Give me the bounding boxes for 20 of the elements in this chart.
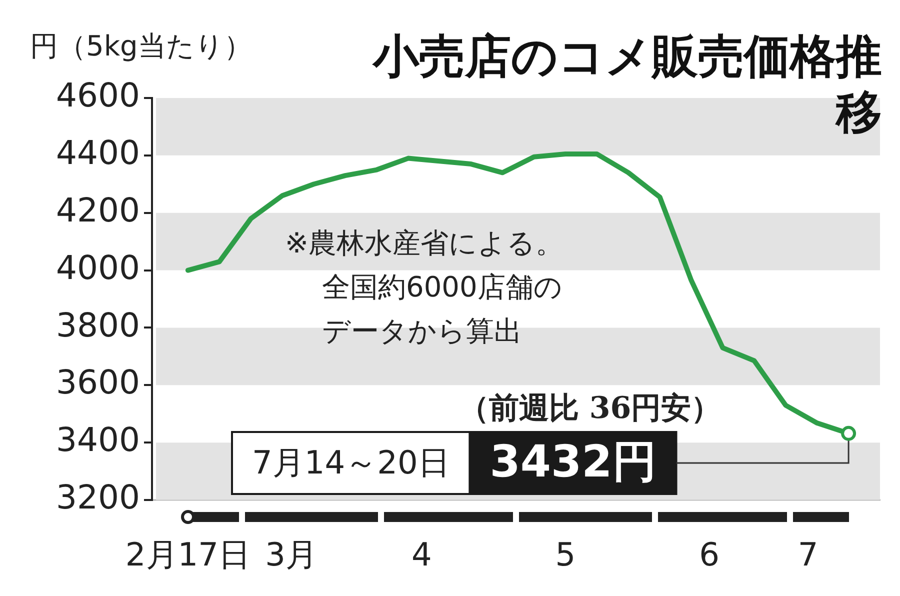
chart-title: 小売店のコメ販売価格推移 bbox=[371, 28, 882, 139]
y-tick-label: 3400 bbox=[56, 420, 140, 460]
y-tick-label: 4000 bbox=[56, 248, 140, 287]
x-tick-label: 4 bbox=[411, 536, 432, 574]
annotation: 7月14～20日 bbox=[252, 443, 450, 482]
annotation: ※農林水産省による。全国約6000店舗のデータから算出 bbox=[285, 226, 564, 348]
y-tick-label: 3800 bbox=[56, 305, 140, 344]
y-tick-label: 3200 bbox=[56, 478, 140, 517]
annotation: （前週比 36円安） bbox=[458, 390, 722, 426]
annotation: 3432円 bbox=[490, 436, 656, 488]
y-tick-label: 4200 bbox=[56, 190, 140, 230]
x-tick-label: 3月 bbox=[265, 536, 318, 574]
y-axis-title: 円（5kg当たり） bbox=[30, 29, 252, 62]
y-tick-label: 4400 bbox=[56, 133, 140, 172]
x-tick-label: 6 bbox=[699, 536, 720, 574]
x-tick-label: 2月17日 bbox=[125, 536, 250, 574]
x-tick-label: 5 bbox=[555, 536, 576, 574]
y-tick-label: 3600 bbox=[56, 362, 140, 402]
x-tick-label: 7 bbox=[798, 536, 818, 574]
y-tick-label: 4600 bbox=[56, 76, 140, 115]
